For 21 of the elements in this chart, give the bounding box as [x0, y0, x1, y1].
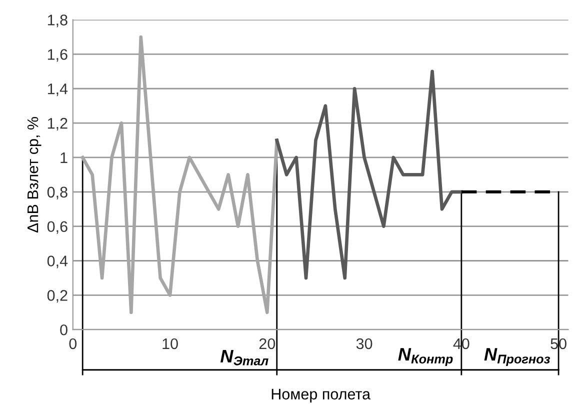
- y-tick-label: 0,4: [47, 256, 68, 268]
- x-tick-label: 10: [162, 338, 178, 350]
- text: N$_{Контр}$: [398, 348, 453, 366]
- y-tick-label: 1,8: [48, 14, 68, 28]
- text: N$_{Этал}$: [220, 350, 268, 366]
- y-tick-label: 0,6: [47, 221, 68, 234]
- y-tick-label: 0,8: [47, 186, 68, 200]
- x-tick-label: 30: [356, 338, 372, 350]
- x-tick-label: 20: [259, 338, 276, 350]
- line-series: [80, 35, 279, 314]
- y-tick-label: 1,2: [48, 118, 68, 131]
- y-tick-label: 0,2: [47, 290, 68, 303]
- line-series: [275, 70, 464, 280]
- y-tick-label: 1,6: [48, 49, 68, 62]
- y-axis-title: ΔnВ Взлет ср, %: [27, 116, 42, 232]
- text: N$_{Прогноз}$: [484, 348, 550, 366]
- x-axis-title: Номер полета: [272, 388, 371, 403]
- y-tick-label: 0: [60, 324, 68, 336]
- x-tick-label: 0: [69, 338, 77, 350]
- y-tick-label: 1,4: [48, 84, 68, 96]
- y-tick-label: 1: [60, 152, 68, 164]
